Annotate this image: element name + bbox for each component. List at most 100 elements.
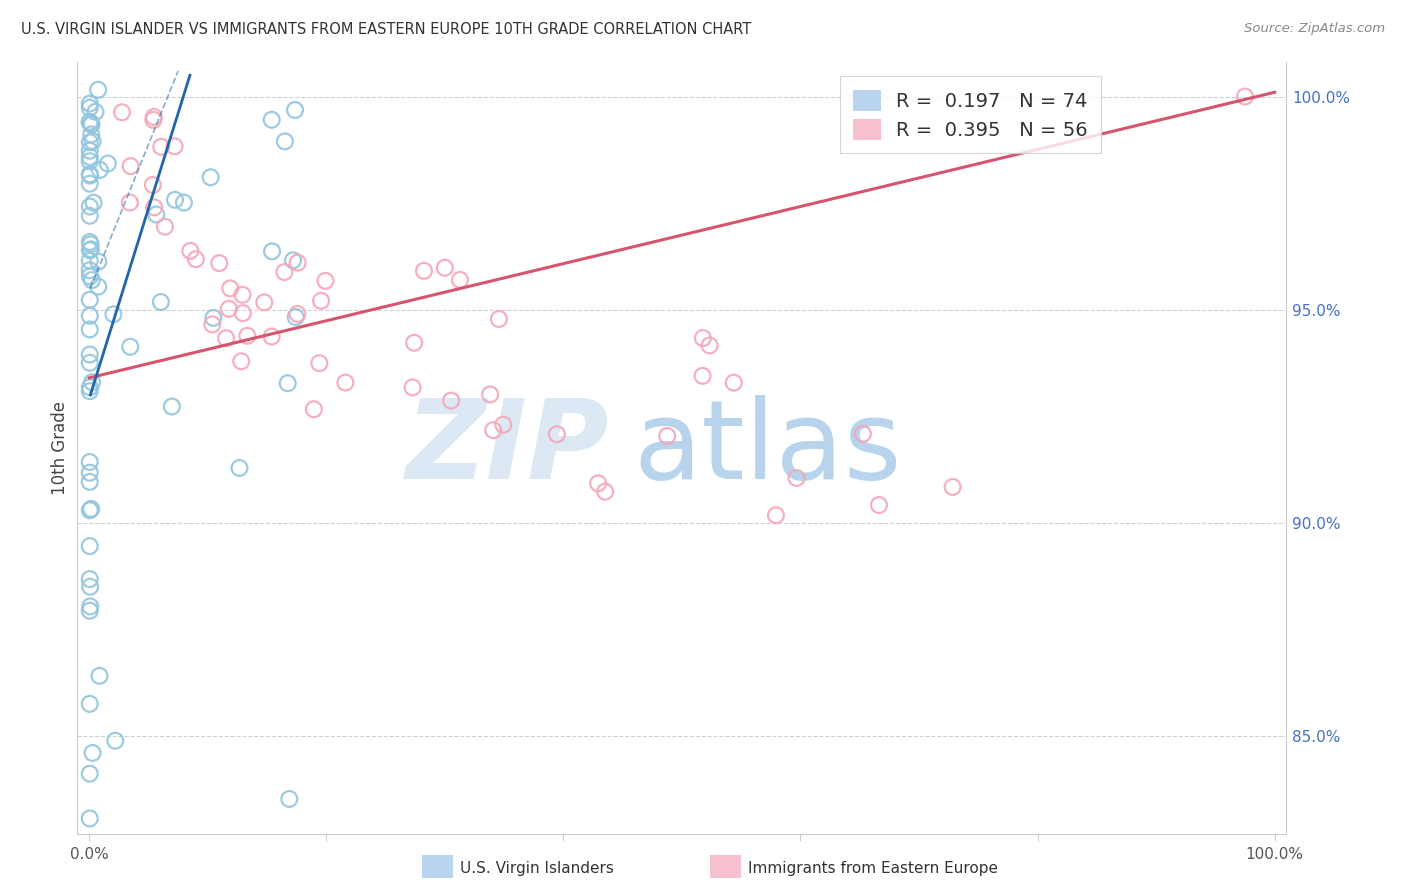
Point [231, 354, 253, 368]
Point [287, 255, 309, 269]
Point [79, 503, 101, 517]
Point [79, 169, 101, 183]
Point [335, 376, 357, 390]
Point [80, 117, 103, 131]
Point [260, 329, 283, 343]
Point [440, 393, 463, 408]
Point [82, 134, 104, 148]
Point [692, 368, 714, 383]
Point [219, 281, 242, 295]
Point [852, 426, 875, 441]
Point [692, 331, 714, 345]
Point [79, 466, 101, 480]
Point [942, 480, 965, 494]
Text: U.S. VIRGIN ISLANDER VS IMMIGRANTS FROM EASTERN EUROPE 10TH GRADE CORRELATION CH: U.S. VIRGIN ISLANDER VS IMMIGRANTS FROM … [21, 22, 751, 37]
Point [163, 193, 186, 207]
Point [309, 293, 332, 308]
Point [302, 402, 325, 417]
Point [79, 115, 101, 129]
Text: Immigrants from Eastern Europe: Immigrants from Eastern Europe [748, 862, 998, 876]
Point [273, 265, 295, 279]
Point [80, 243, 103, 257]
Point [160, 400, 183, 414]
Point [586, 476, 609, 491]
Point [287, 307, 309, 321]
Point [79, 167, 101, 181]
Point [228, 461, 250, 475]
Point [236, 328, 259, 343]
Point [79, 235, 101, 249]
Point [202, 310, 225, 325]
Point [118, 195, 141, 210]
Point [80, 502, 103, 516]
Point [79, 309, 101, 323]
Point [79, 263, 101, 277]
Point [80, 118, 103, 132]
Point [723, 376, 745, 390]
Point [79, 269, 101, 284]
Point [593, 484, 616, 499]
Point [87, 279, 110, 293]
Point [314, 274, 336, 288]
Point [449, 273, 471, 287]
Point [120, 159, 142, 173]
Point [79, 539, 101, 553]
Point [79, 96, 101, 111]
Point [274, 134, 297, 148]
Point [79, 356, 101, 370]
Point [111, 105, 134, 120]
Point [404, 335, 426, 350]
Point [433, 260, 456, 275]
Point [79, 101, 101, 115]
Point [401, 380, 423, 394]
Point [277, 376, 299, 391]
Point [79, 580, 101, 594]
Point [79, 200, 101, 214]
Point [260, 112, 283, 127]
Point [657, 429, 679, 443]
Point [79, 253, 101, 268]
Point [208, 256, 231, 270]
Point [79, 209, 101, 223]
Point [546, 427, 568, 442]
Text: atlas: atlas [634, 395, 903, 501]
Point [163, 139, 186, 153]
Point [79, 150, 101, 164]
Point [765, 508, 787, 523]
Point [97, 156, 120, 170]
Point [153, 219, 176, 234]
Point [284, 310, 307, 324]
Point [278, 792, 301, 806]
Point [79, 380, 101, 394]
Point [79, 455, 101, 469]
Point [79, 347, 101, 361]
Point [173, 195, 195, 210]
Point [482, 423, 505, 437]
Point [179, 244, 201, 258]
Point [79, 322, 101, 336]
Text: Source: ZipAtlas.com: Source: ZipAtlas.com [1244, 22, 1385, 36]
Point [413, 264, 436, 278]
Point [79, 177, 101, 191]
Point [232, 306, 254, 320]
Point [79, 237, 101, 252]
Point [79, 766, 101, 780]
Text: U.S. Virgin Islanders: U.S. Virgin Islanders [460, 862, 613, 876]
Point [80, 128, 103, 142]
Point [79, 244, 101, 258]
Point [868, 498, 890, 512]
Point [79, 475, 101, 489]
Point [83, 195, 105, 210]
Point [184, 252, 207, 267]
Point [218, 301, 240, 316]
Point [79, 144, 101, 158]
Point [103, 307, 125, 321]
Point [200, 170, 222, 185]
Point [231, 287, 253, 301]
Point [215, 331, 238, 345]
Point [284, 103, 307, 117]
Point [79, 604, 101, 618]
Point [308, 356, 330, 370]
Point [89, 669, 111, 683]
Y-axis label: 10th Grade: 10th Grade [51, 401, 69, 495]
